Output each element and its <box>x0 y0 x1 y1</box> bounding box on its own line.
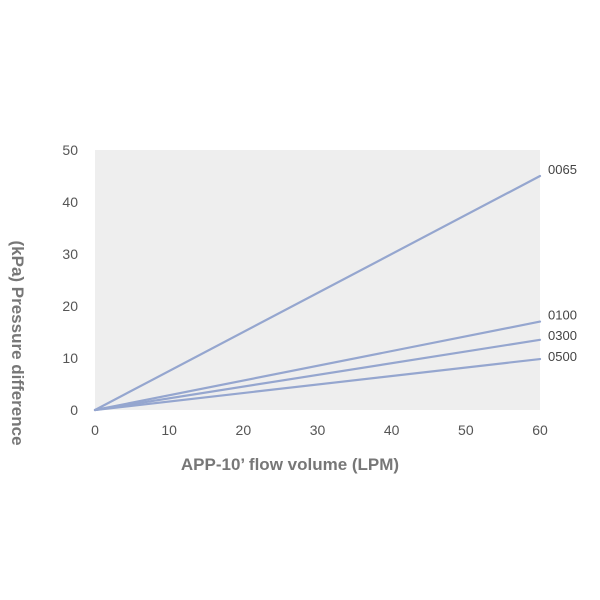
series-line-0500 <box>93 357 542 412</box>
series-label-0300: 0300 <box>548 328 577 343</box>
series-line-0100 <box>93 320 542 412</box>
y-tick-label: 40 <box>62 194 78 210</box>
x-tick-label: 30 <box>310 422 326 438</box>
series-line-0300 <box>93 338 542 412</box>
series-label-0100: 0100 <box>548 308 577 323</box>
y-tick-label: 0 <box>70 402 78 418</box>
x-axis-title: APP-10’ flow volume (LPM) <box>181 455 399 474</box>
series-line-0065 <box>93 174 542 412</box>
series-labels: 0065 0100 0300 0500 <box>548 162 577 364</box>
x-tick-label: 10 <box>161 422 177 438</box>
y-axis-ticks: 0 10 20 30 40 50 <box>62 142 78 418</box>
plot-area <box>95 150 540 410</box>
x-tick-label: 0 <box>91 422 99 438</box>
y-tick-label: 30 <box>62 246 78 262</box>
series-label-0500: 0500 <box>548 349 577 364</box>
series-label-0065: 0065 <box>548 162 577 177</box>
x-axis-ticks: 0 10 20 30 40 50 60 <box>91 422 548 438</box>
x-tick-label: 60 <box>532 422 548 438</box>
y-axis-title: (kPa) Pressure difference <box>8 240 27 445</box>
x-tick-label: 20 <box>236 422 252 438</box>
x-tick-label: 40 <box>384 422 400 438</box>
y-tick-label: 10 <box>62 350 78 366</box>
series-lines <box>93 174 542 412</box>
y-tick-label: 20 <box>62 298 78 314</box>
x-tick-label: 50 <box>458 422 474 438</box>
y-tick-label: 50 <box>62 142 78 158</box>
